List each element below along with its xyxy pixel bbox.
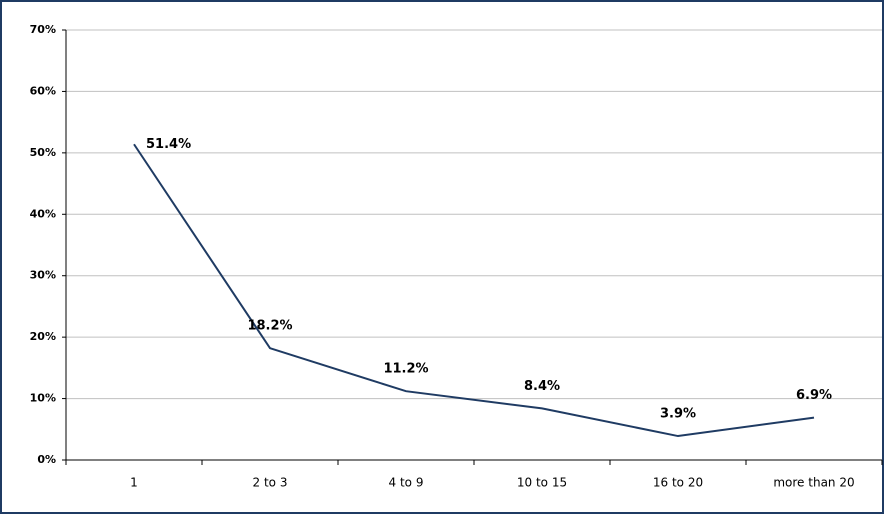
y-tick-label: 10%: [30, 392, 56, 405]
data-label: 6.9%: [796, 388, 832, 403]
y-tick-label: 40%: [30, 207, 56, 220]
x-tick-label: 16 to 20: [653, 476, 703, 490]
y-tick-label: 0%: [37, 453, 56, 466]
data-label: 11.2%: [383, 362, 428, 377]
x-tick-label: 4 to 9: [389, 476, 424, 490]
data-label: 3.9%: [660, 407, 696, 422]
y-tick-label: 20%: [30, 330, 56, 343]
y-tick-label: 60%: [30, 84, 56, 97]
y-tick-label: 50%: [30, 146, 56, 159]
x-tick-label: 10 to 15: [517, 476, 567, 490]
data-label: 8.4%: [524, 379, 560, 394]
x-tick-label: more than 20: [773, 476, 854, 490]
x-tick-label: 2 to 3: [253, 476, 288, 490]
y-tick-label: 70%: [30, 23, 56, 36]
y-tick-label: 30%: [30, 269, 56, 282]
data-label: 51.4%: [146, 137, 191, 152]
data-label: 18.2%: [247, 319, 292, 334]
x-tick-label: 1: [130, 476, 138, 490]
data-line: [133, 143, 815, 438]
